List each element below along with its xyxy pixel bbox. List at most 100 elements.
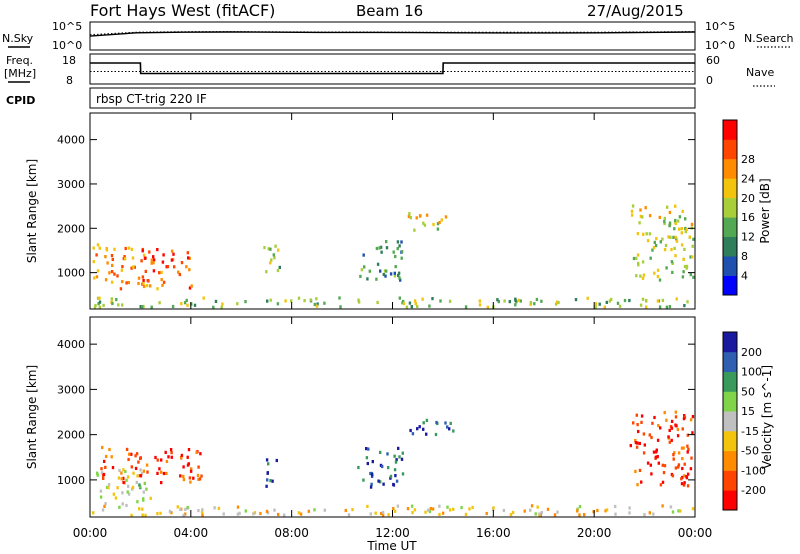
data-cell <box>511 510 515 515</box>
data-cell <box>118 505 121 509</box>
colorbar-segment <box>723 351 737 372</box>
data-cell <box>108 447 111 452</box>
data-cell <box>673 451 676 455</box>
data-cell <box>167 455 170 459</box>
data-cell <box>381 513 385 517</box>
data-cell <box>190 284 193 288</box>
freq-right-tick-top: 60 <box>706 54 720 67</box>
data-cell <box>634 469 637 473</box>
data-cell <box>689 467 693 471</box>
noise-right-label: N.Search <box>744 32 794 45</box>
data-cell <box>674 254 677 258</box>
freq-panel: Freq. [MHz] 18 8 60 0 Nave <box>4 53 775 87</box>
colorbar-segment <box>723 470 737 491</box>
data-cell <box>398 296 401 300</box>
data-cell <box>538 512 541 516</box>
data-cell <box>681 427 684 431</box>
data-cell <box>392 507 395 511</box>
data-cell <box>338 296 341 300</box>
data-cell <box>108 271 111 275</box>
data-cell <box>389 476 392 480</box>
data-cell <box>397 273 400 278</box>
data-cell <box>104 465 107 469</box>
data-cell <box>677 509 680 513</box>
data-cell <box>160 458 163 462</box>
data-cell <box>127 484 130 488</box>
data-cell <box>446 425 449 429</box>
data-cell <box>689 255 692 259</box>
colorbar-tick-label: 4 <box>741 270 748 283</box>
data-cell <box>663 220 666 224</box>
data-cell <box>636 483 639 487</box>
data-cell <box>418 425 421 429</box>
colorbar-segment <box>723 430 737 452</box>
data-cell <box>111 301 114 306</box>
data-cell <box>464 305 468 309</box>
data-cell <box>139 456 142 461</box>
data-cell <box>158 271 161 275</box>
data-cell <box>125 503 128 508</box>
data-cell <box>497 300 500 304</box>
data-cell <box>648 511 651 515</box>
y-tick-label: 3000 <box>57 383 85 396</box>
data-cell <box>669 235 672 239</box>
data-cell <box>197 509 200 513</box>
y-tick-label: 2000 <box>57 222 85 235</box>
data-cell <box>217 506 221 510</box>
data-cell <box>297 511 301 515</box>
data-cell <box>464 512 468 516</box>
data-cell <box>555 300 559 304</box>
data-cell <box>143 481 146 485</box>
data-cell <box>98 305 101 309</box>
beam-title: Beam 16 <box>356 2 423 20</box>
colorbar-segment <box>723 217 737 237</box>
colorbar-tick-label: -200 <box>741 484 766 497</box>
data-cell <box>425 418 429 422</box>
data-cell <box>478 299 481 303</box>
data-cell <box>236 505 240 509</box>
data-cell <box>393 271 396 275</box>
power-panel: Slant Range [km] 1000 2000 3000 4000 4 8 12 16… <box>25 112 772 310</box>
data-cell <box>631 204 635 208</box>
data-cell <box>657 461 660 465</box>
data-cell <box>278 265 281 269</box>
data-cell <box>668 305 672 309</box>
data-cell <box>508 300 511 304</box>
data-cell <box>578 513 581 517</box>
data-cell <box>158 467 161 471</box>
noise-left-label: N.Sky <box>2 32 34 45</box>
colorbar-segment <box>723 178 737 199</box>
data-cell <box>676 434 680 438</box>
velocity-colorbar-label: Velocity [m s^-1] <box>760 365 774 469</box>
data-cell <box>671 261 674 265</box>
data-cell <box>126 475 130 479</box>
data-cell <box>162 471 166 476</box>
data-cell <box>396 247 399 251</box>
freq-right-tick-bottom: 0 <box>706 74 713 87</box>
data-cell <box>284 299 287 303</box>
data-cell <box>471 505 474 510</box>
data-cell <box>393 454 396 458</box>
data-cell <box>201 513 204 517</box>
data-cell <box>131 487 134 491</box>
data-cell <box>371 460 374 464</box>
data-cell <box>583 513 586 517</box>
data-cell <box>137 460 140 464</box>
data-cell <box>139 305 142 309</box>
data-cell <box>112 492 116 496</box>
data-cell <box>107 483 111 487</box>
data-cell <box>534 512 537 516</box>
data-cell <box>656 299 660 303</box>
data-cell <box>637 261 640 265</box>
data-cell <box>269 247 272 251</box>
data-cell <box>212 305 215 309</box>
data-cell <box>111 466 115 470</box>
data-cell <box>97 302 100 306</box>
colorbar-segment <box>723 120 737 140</box>
colorbar-frame <box>722 331 738 511</box>
velocity-xticks: 00:00 04:00 08:00 12:00 16:00 20:00 00:00 <box>73 526 713 540</box>
data-cell <box>655 237 658 241</box>
data-cell <box>650 472 653 476</box>
data-cell <box>446 505 449 509</box>
